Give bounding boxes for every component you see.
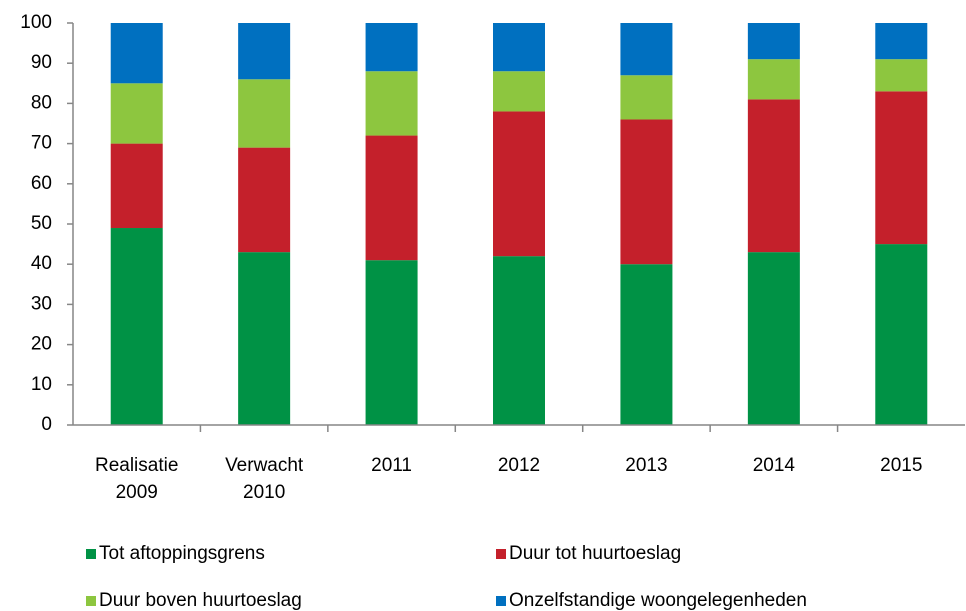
bar-segment	[110, 83, 163, 144]
bar-segment	[110, 143, 163, 229]
y-tick-label: 80	[31, 92, 52, 113]
bar-segment	[493, 23, 545, 72]
bar-segment	[238, 252, 291, 425]
y-tick-label: 90	[31, 52, 52, 73]
x-tick-label: 2012	[498, 455, 540, 476]
bar-segment	[620, 23, 673, 76]
bar-segment	[238, 23, 291, 80]
legend-swatch	[86, 596, 96, 606]
x-tick-label: Realisatie 2009	[95, 455, 178, 503]
y-tick-label: 70	[31, 133, 52, 154]
y-tick-label: 100	[20, 12, 52, 33]
bar-segment	[493, 71, 545, 112]
bar-segment	[747, 59, 800, 100]
bar-segment	[620, 119, 673, 265]
legend-label: Duur tot huurtoeslag	[509, 543, 681, 564]
bar-segment	[365, 23, 418, 72]
bar-segment	[875, 91, 928, 245]
bar-segment	[747, 23, 800, 60]
y-tick-label: 40	[31, 253, 52, 274]
legend-swatch	[496, 549, 506, 559]
y-tick-label: 0	[41, 414, 52, 435]
legend-swatch	[86, 549, 96, 559]
legend-label: Tot aftoppingsgrens	[99, 543, 265, 564]
bar-segment	[365, 260, 418, 425]
legend-label: Duur boven huurtoeslag	[99, 590, 302, 611]
x-tick-label: Verwacht 2010	[225, 455, 304, 503]
y-tick-label: 10	[31, 374, 52, 395]
bar-segment	[110, 228, 163, 425]
bar-segment	[493, 111, 545, 257]
bar-segment	[875, 23, 928, 60]
bar-segment	[238, 79, 291, 148]
bar-segment	[493, 256, 545, 425]
y-tick-label: 50	[31, 213, 52, 234]
bar-segment	[747, 252, 800, 425]
legend-swatch	[496, 596, 506, 606]
legend-label: Onzelfstandige woongelegenheden	[509, 590, 807, 611]
bar-segment	[620, 264, 673, 425]
x-tick-label: 2015	[880, 455, 922, 476]
bar-segment	[875, 59, 928, 92]
bar-segment	[620, 75, 673, 120]
x-tick-label: 2011	[371, 455, 412, 476]
x-tick-label: 2014	[753, 455, 796, 476]
y-tick-label: 60	[31, 173, 52, 194]
bar-segment	[238, 147, 291, 253]
y-tick-label: 20	[31, 334, 52, 355]
bar-segment	[747, 99, 800, 253]
bar-segment	[365, 71, 418, 136]
x-tick-label: 2013	[625, 455, 667, 476]
y-tick-label: 30	[31, 293, 52, 314]
bar-segment	[110, 23, 163, 84]
bar-segment	[365, 135, 418, 261]
bar-segment	[875, 244, 928, 425]
